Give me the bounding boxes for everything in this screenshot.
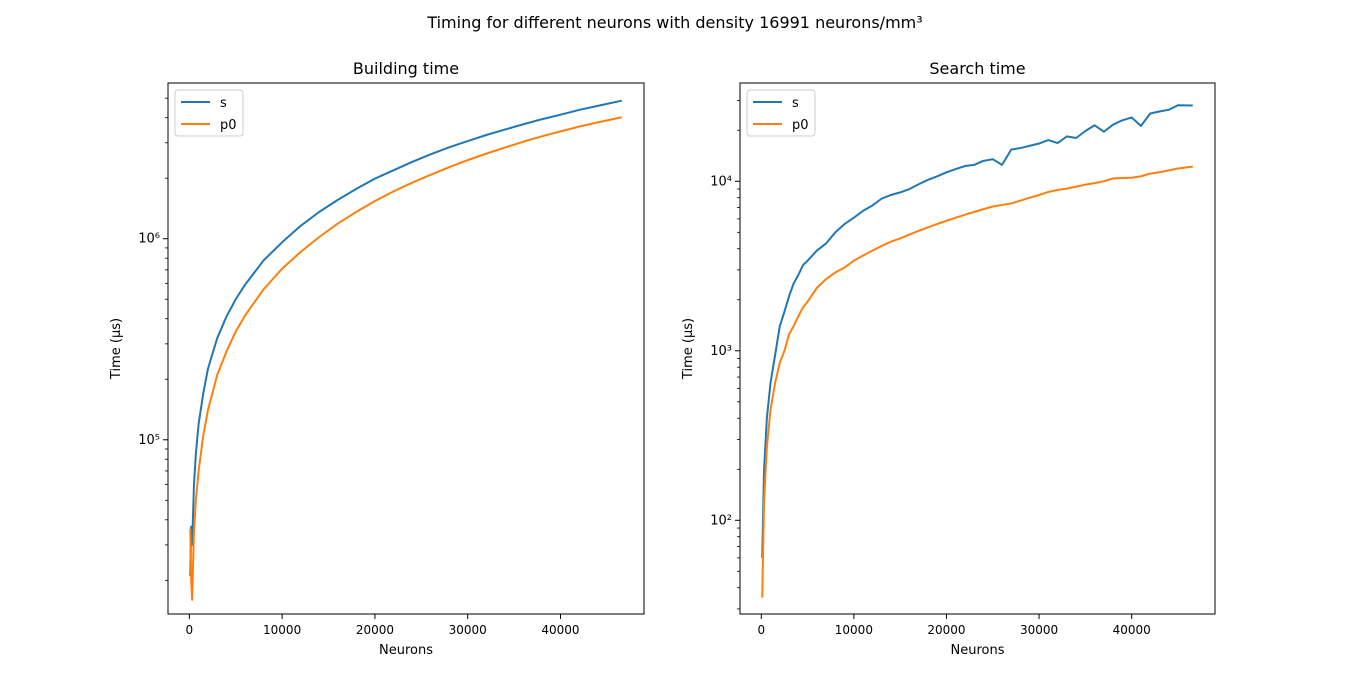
x-tick-label: 40000: [1113, 623, 1151, 637]
x-tick-label: 40000: [541, 623, 579, 637]
x-tick-label: 20000: [356, 623, 394, 637]
x-tick-label: 0: [186, 623, 194, 637]
y-tick-label: 10⁶: [138, 232, 160, 247]
x-tick-label: 10000: [835, 623, 873, 637]
legend-label-s: s: [220, 96, 227, 111]
x-tick-label: 30000: [449, 623, 487, 637]
chart-title: Search time: [929, 59, 1025, 78]
y-tick-label: 10²: [710, 513, 732, 528]
y-tick-label: 10⁵: [138, 433, 160, 448]
figure-suptitle: Timing for different neurons with densit…: [426, 13, 922, 32]
y-axis-label: Time (µs): [681, 318, 696, 380]
chart-1: Building time 0 10000 20000 30000 40000 10⁵ 10⁶…: [109, 59, 645, 658]
x-axis-label: Neurons: [951, 643, 1005, 658]
series-line-s: [761, 104, 1193, 558]
charts-container: Building time 0 10000 20000 30000 40000 10⁵ 10⁶…: [109, 59, 1216, 658]
legend-label-s: s: [792, 96, 799, 111]
x-tick-label: 10000: [263, 623, 301, 637]
x-tick-label: 0: [757, 623, 765, 637]
legend-label-p0: p0: [792, 118, 809, 133]
x-tick-label: 30000: [1020, 623, 1058, 637]
x-axis-label: Neurons: [379, 643, 433, 658]
series-line-s: [189, 99, 622, 577]
x-tick-label: 20000: [927, 623, 965, 637]
y-axis-label: Time (µs): [109, 318, 124, 380]
legend: s p0: [746, 89, 816, 137]
y-tick-label: 10³: [710, 344, 732, 359]
chart-title: Building time: [353, 59, 459, 78]
legend: s p0: [174, 89, 244, 137]
y-tick-label: 10⁴: [710, 174, 732, 189]
series-line-p0: [761, 165, 1193, 598]
legend-label-p0: p0: [220, 118, 237, 133]
axes-frame: [739, 82, 1216, 615]
chart-2: Search time 0 10000 20000 30000 40000 10² 10³ 10…: [681, 59, 1216, 658]
axes-frame: [167, 82, 645, 615]
series-line-p0: [189, 116, 622, 601]
